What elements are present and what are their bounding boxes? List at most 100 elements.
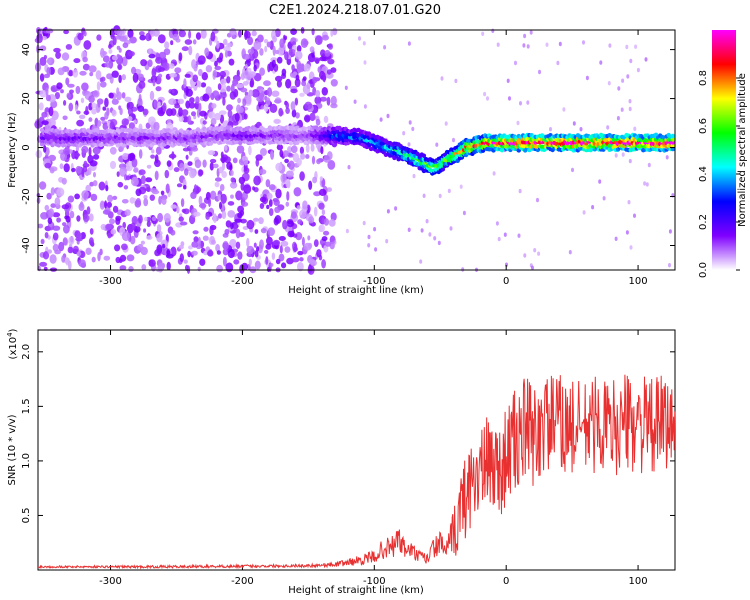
heatmap-cell (154, 249, 161, 257)
heatmap-cell (308, 180, 313, 190)
heatmap-cell (140, 59, 148, 67)
heatmap-cell (514, 60, 517, 66)
heatmap-cell (96, 34, 102, 41)
heatmap-cell (330, 212, 337, 221)
heatmap-cell (44, 204, 50, 211)
heatmap-cell (519, 101, 522, 106)
heatmap-cell (48, 208, 55, 218)
heatmap-cell (151, 216, 157, 222)
heatmap-cell (274, 206, 281, 213)
heatmap-cell (312, 176, 318, 184)
heatmap-cell (226, 76, 231, 84)
heatmap-cell (344, 85, 348, 91)
heatmap-cell (323, 115, 329, 123)
heatmap-cell (129, 197, 137, 203)
heatmap-cell (100, 223, 107, 231)
y-tick-label: 2.0 (21, 344, 32, 360)
heatmap-cell (236, 83, 244, 89)
heatmap-cell (260, 148, 267, 156)
heatmap-cell (75, 165, 82, 174)
heatmap-cell (279, 149, 284, 158)
heatmap-cell (103, 255, 111, 261)
heatmap-cell (43, 145, 47, 153)
heatmap-cell (279, 245, 283, 254)
heatmap-cell (122, 152, 129, 161)
heatmap-cell (323, 155, 331, 163)
heatmap-cell (106, 73, 113, 80)
heatmap-cell (128, 266, 134, 272)
heatmap-cell (58, 241, 65, 252)
heatmap-cell (184, 73, 191, 78)
heatmap-cell (40, 238, 45, 245)
heatmap-cell (139, 34, 146, 41)
heatmap-cell (267, 63, 271, 73)
heatmap-cell (259, 48, 264, 56)
heatmap-cell (312, 86, 317, 96)
heatmap-cell (214, 181, 220, 188)
heatmap-cell (301, 236, 305, 247)
heatmap-cell (85, 184, 91, 192)
heatmap-cell (321, 209, 326, 216)
heatmap-cell (77, 232, 83, 240)
heatmap-cell (202, 235, 209, 241)
heatmap-cell (264, 249, 269, 254)
heatmap-cell (80, 97, 85, 104)
heatmap-cell (89, 239, 94, 247)
heatmap-cell (193, 211, 201, 217)
heatmap-cell (285, 178, 291, 188)
heatmap-cell (253, 175, 261, 186)
heatmap-cell (56, 82, 63, 90)
heatmap-cell (183, 78, 187, 89)
heatmap-cell (496, 42, 500, 47)
heatmap-cell (290, 211, 297, 219)
heatmap-cell (278, 236, 286, 241)
heatmap-cell (192, 74, 198, 83)
heatmap-cell (258, 169, 267, 175)
heatmap-cell (263, 103, 269, 113)
heatmap-cell (170, 108, 177, 116)
heatmap-cell (81, 145, 89, 154)
heatmap-cell (321, 87, 328, 96)
heatmap-cell (633, 213, 636, 218)
heatmap-cell (295, 232, 303, 241)
heatmap-cell (110, 229, 117, 235)
heatmap-cell (61, 255, 66, 263)
heatmap-cell (154, 159, 161, 168)
heatmap-cell (41, 111, 48, 118)
heatmap-cell (99, 77, 104, 83)
heatmap-cell (188, 245, 193, 250)
heatmap-cell (198, 169, 204, 176)
heatmap-cell (224, 228, 230, 235)
heatmap-cell (49, 167, 55, 174)
heatmap-cell (54, 92, 61, 100)
heatmap-cell (108, 48, 113, 54)
heatmap-cell (185, 88, 193, 97)
heatmap-cell (157, 67, 165, 72)
heatmap-cell (57, 67, 65, 76)
heatmap-cell (265, 243, 272, 250)
heatmap-cell (294, 97, 299, 106)
heatmap-cell (95, 70, 102, 80)
heatmap-cell (52, 243, 59, 252)
heatmap-cell (205, 65, 213, 73)
heatmap-cell (299, 171, 305, 181)
heatmap-cell (295, 74, 300, 81)
heatmap-cell (192, 39, 197, 45)
heatmap-cell (136, 73, 144, 81)
heatmap-cell (276, 80, 282, 88)
heatmap-cell (322, 72, 326, 83)
heatmap-cell (86, 206, 91, 215)
heatmap-cell (374, 247, 378, 252)
heatmap-cell (92, 180, 98, 187)
heatmap-cell (558, 41, 562, 47)
heatmap-cell (69, 210, 75, 219)
heatmap-cell (328, 219, 336, 227)
heatmap-cell (76, 110, 81, 115)
heatmap-cell (99, 248, 103, 256)
heatmap-cell (46, 57, 52, 65)
heatmap-cell (209, 225, 214, 236)
heatmap-cell (229, 28, 237, 36)
heatmap-cell (127, 28, 134, 39)
heatmap-cell (187, 250, 192, 258)
heatmap-cell (299, 92, 305, 97)
